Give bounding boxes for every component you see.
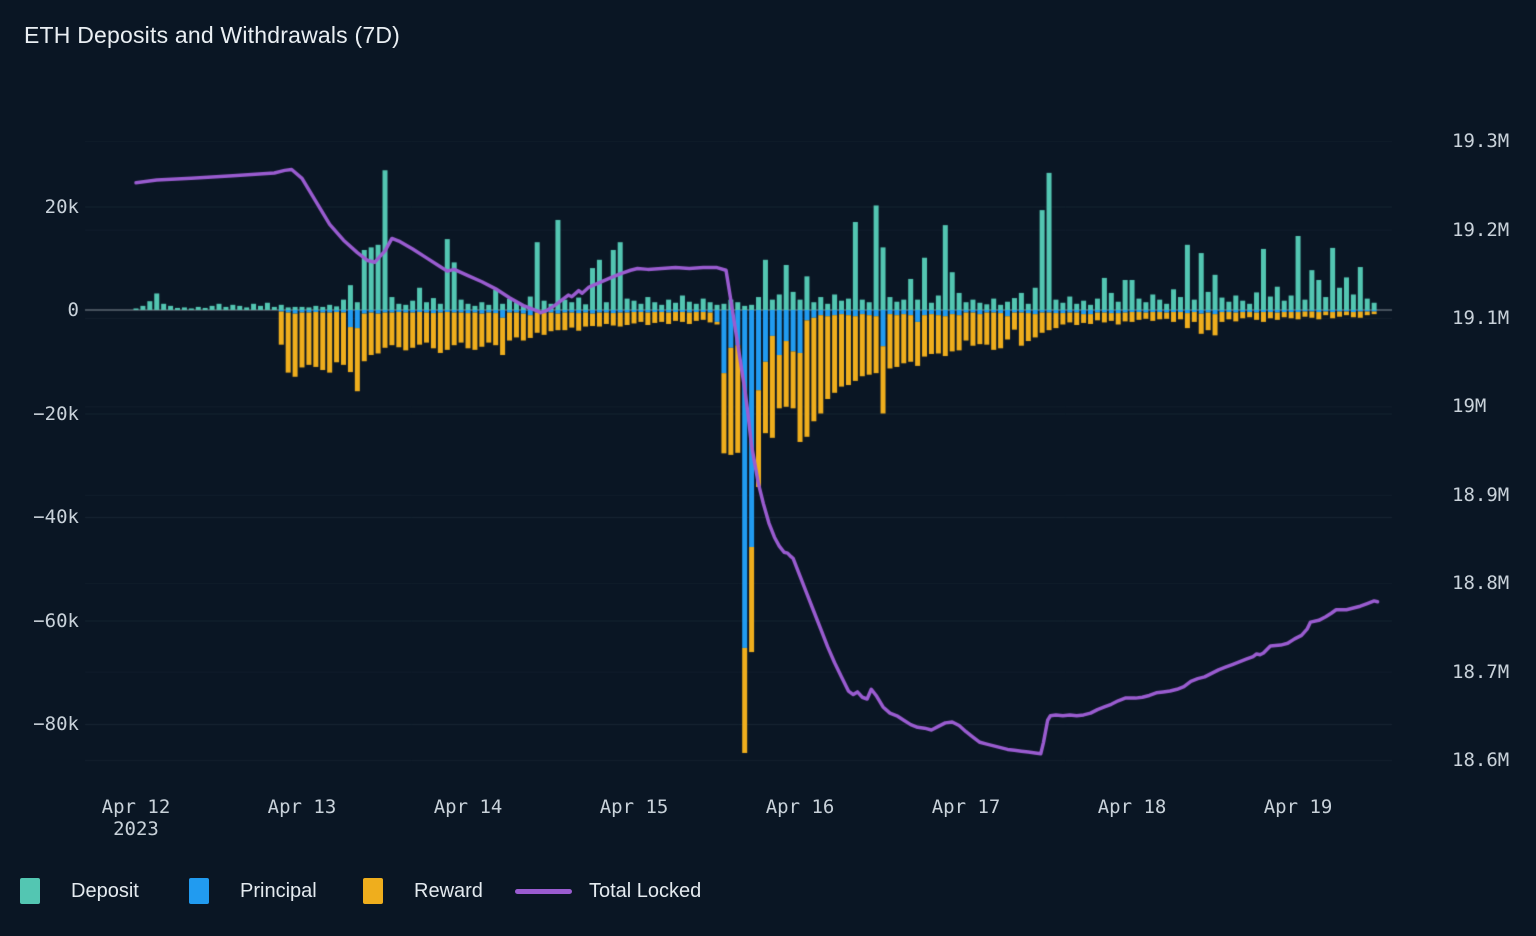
- legend-item-total-locked[interactable]: Total Locked: [515, 874, 701, 908]
- principal-swatch-icon: [189, 878, 209, 904]
- x-tick-Apr-13: Apr 13: [267, 796, 337, 818]
- legend-label: Reward: [414, 880, 483, 902]
- y-left-tick-0: 0: [67, 299, 79, 321]
- deposit-swatch-icon: [20, 878, 40, 904]
- legend-label: Total Locked: [589, 880, 702, 902]
- page-title: ETH Deposits and Withdrawals (7D): [24, 22, 400, 48]
- y-right-tick-19M: 19M: [1452, 395, 1487, 418]
- y-left-tick-−40k: −40k: [33, 506, 79, 528]
- legend-label: Deposit: [71, 880, 139, 902]
- y-left-tick-20k: 20k: [44, 195, 79, 218]
- y-right-tick-18.7M: 18.7M: [1452, 660, 1510, 683]
- x-tick-Apr-16: Apr 16: [765, 796, 835, 818]
- y-right-tick-19.3M: 19.3M: [1452, 130, 1510, 153]
- legend-label: Principal: [240, 880, 317, 902]
- x-tick-Apr-17: Apr 17: [931, 796, 1001, 818]
- y-right-tick-18.8M: 18.8M: [1452, 572, 1510, 595]
- legend-item-deposit[interactable]: Deposit: [20, 874, 139, 908]
- x-tick-Apr-15: Apr 15: [599, 796, 669, 818]
- x-tick-Apr-14: Apr 14: [433, 796, 503, 818]
- y-right-tick-18.6M: 18.6M: [1452, 749, 1510, 771]
- total-locked-line-icon: [515, 888, 572, 894]
- y-right-tick-19.1M: 19.1M: [1452, 307, 1510, 329]
- y-left-tick-−60k: −60k: [33, 609, 79, 632]
- y-right-tick-19.2M: 19.2M: [1452, 218, 1510, 241]
- x-tick-year: 2023: [113, 818, 159, 840]
- x-tick-Apr-18: Apr 18: [1097, 796, 1167, 818]
- legend-item-principal[interactable]: Principal: [189, 874, 317, 908]
- legend: Deposit Principal Reward Total Locked: [0, 874, 1536, 908]
- legend-item-reward[interactable]: Reward: [363, 874, 483, 908]
- x-tick-Apr-12: Apr 12 2023: [66, 796, 206, 840]
- y-right-tick-18.9M: 18.9M: [1452, 483, 1510, 506]
- y-left-tick-−20k: −20k: [33, 402, 79, 425]
- y-left-tick-−80k: −80k: [33, 713, 79, 735]
- reward-swatch-icon: [363, 878, 383, 904]
- x-tick-Apr-19: Apr 19: [1263, 796, 1333, 818]
